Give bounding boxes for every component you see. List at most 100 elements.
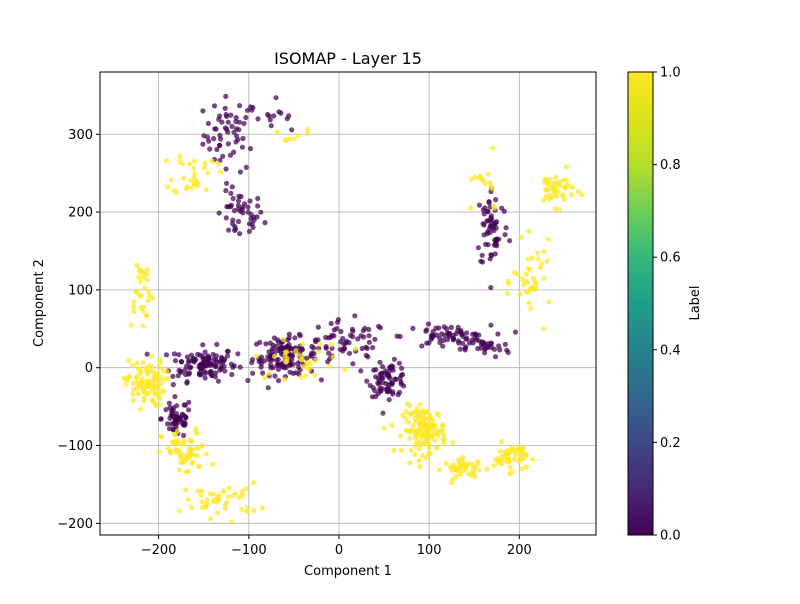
scatter-point [561, 196, 567, 202]
scatter-point [417, 401, 423, 407]
scatter-point [158, 433, 164, 439]
scatter-point [480, 221, 486, 227]
scatter-point [166, 400, 172, 406]
scatter-point [479, 252, 485, 258]
scatter-point [313, 357, 319, 363]
scatter-point [181, 432, 187, 438]
scatter-point [503, 225, 509, 231]
scatter-point [170, 373, 176, 379]
scatter-point [165, 376, 171, 382]
y-axis-ticks: −200 −100 0 100 200 300 [57, 128, 100, 532]
scatter-point [267, 340, 273, 346]
scatter-point [366, 326, 372, 333]
scatter-point [304, 127, 310, 133]
scatter-point [200, 108, 206, 114]
colorbar-tick-label: 1.0 [660, 66, 681, 81]
scatter-point [507, 464, 514, 470]
scatter-point [165, 421, 171, 427]
scatter-point [373, 374, 379, 380]
scatter-point [380, 364, 386, 370]
scatter-point [408, 447, 414, 454]
scatter-points [121, 93, 585, 525]
scatter-point [479, 259, 486, 265]
scatter-point [372, 336, 378, 342]
scatter-point [546, 236, 552, 242]
scatter-point [262, 375, 268, 381]
scatter-point [303, 373, 309, 379]
scatter-point [268, 123, 274, 129]
scatter-point [299, 345, 305, 351]
scatter-point [209, 158, 215, 164]
scatter-point [423, 328, 429, 334]
scatter-point [295, 352, 301, 358]
scatter-point [142, 285, 148, 291]
scatter-point [423, 455, 429, 461]
scatter-point [144, 351, 150, 357]
scatter-point [280, 336, 286, 343]
scatter-point [498, 438, 505, 445]
scatter-point [245, 377, 251, 384]
scatter-point [228, 190, 234, 196]
scatter-point [141, 398, 147, 404]
x-axis-ticks: −200 −100 0 100 200 [141, 535, 532, 558]
scatter-point [212, 126, 218, 132]
scatter-point [477, 173, 483, 179]
scatter-point [283, 359, 289, 365]
scatter-point [144, 391, 150, 397]
scatter-point [235, 198, 242, 204]
scatter-point [493, 225, 499, 231]
x-axis-label: Component 1 [304, 564, 392, 579]
scatter-point [373, 394, 379, 400]
scatter-point [218, 364, 224, 370]
scatter-point [130, 397, 136, 403]
scatter-point [206, 354, 212, 360]
scatter-point [200, 342, 206, 348]
scatter-point [171, 351, 178, 357]
scatter-point [468, 205, 474, 211]
scatter-point [456, 340, 462, 346]
scatter-point [352, 313, 358, 319]
scatter-point [298, 374, 304, 380]
scatter-point [144, 266, 150, 272]
scatter-point [431, 423, 437, 429]
scatter-point [412, 452, 418, 458]
scatter-point [251, 508, 257, 514]
scatter-point [523, 464, 530, 470]
scatter-point [501, 208, 507, 214]
scatter-point [523, 271, 530, 277]
scatter-point [237, 169, 243, 175]
colorbar-tick-label: 0.2 [660, 436, 681, 451]
scatter-point [407, 435, 413, 441]
scatter-point [435, 432, 441, 439]
scatter-point [545, 181, 551, 187]
scatter-point [434, 445, 440, 451]
scatter-point [485, 242, 491, 248]
scatter-point [188, 451, 194, 457]
scatter-point [307, 361, 314, 367]
scatter-point [523, 451, 530, 458]
scatter-point [398, 381, 404, 387]
scatter-point [247, 198, 253, 204]
scatter-point [168, 177, 174, 183]
scatter-point [167, 415, 173, 421]
scatter-point [250, 370, 256, 376]
scatter-point [224, 348, 230, 354]
scatter-point [150, 369, 157, 375]
scatter-point [222, 105, 228, 111]
scatter-point [271, 113, 277, 119]
scatter-point [149, 364, 155, 370]
scatter-point [210, 461, 216, 467]
scatter-point [528, 306, 534, 312]
scatter-point [399, 365, 405, 371]
scatter-point [384, 385, 391, 391]
scatter-point [217, 132, 223, 138]
scatter-point [443, 460, 449, 466]
scatter-point [482, 350, 488, 356]
scatter-point [327, 363, 333, 369]
scatter-point [358, 333, 364, 339]
y-tick-label: −100 [57, 439, 93, 454]
scatter-point [513, 452, 519, 458]
scatter-point [464, 330, 470, 336]
scatter-point [380, 379, 386, 386]
